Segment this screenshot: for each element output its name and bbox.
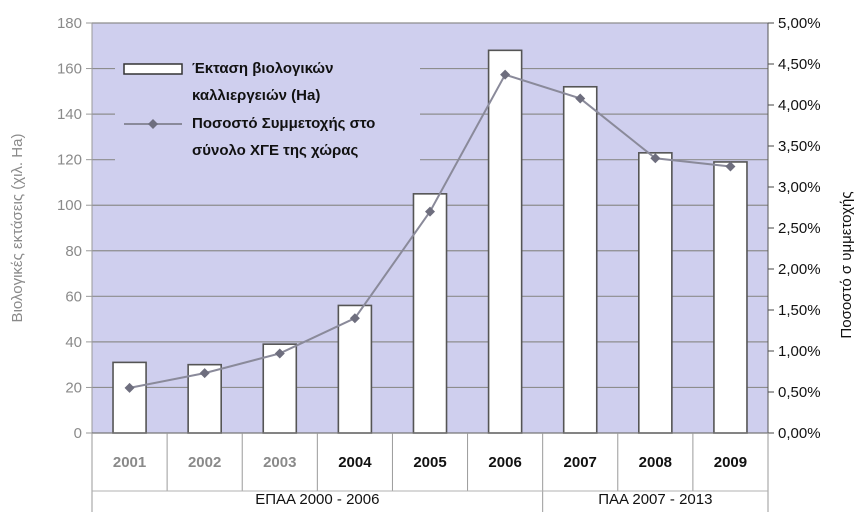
x-tick-label: 2005 [413,454,446,471]
legend-label: καλλιεργειών (Ha) [192,87,320,104]
y2-tick-label: 4,00% [778,97,821,114]
y-tick-label: 40 [65,334,82,351]
y-tick-label: 120 [57,152,82,169]
period-label: ΠΑΑ 2007 - 2013 [598,491,712,508]
line-series [124,69,736,393]
y-axis-title: Βιολογικές εκτάσεις (χιλ. Ha) [9,134,26,323]
x-tick-label: 2008 [639,454,672,471]
legend: Έκταση βιολογικών καλλιεργειών (Ha) Ποσοστ… [115,49,420,186]
y-tick-label: 140 [57,106,82,123]
y-tick-label: 160 [57,61,82,78]
y2-tick-label: 1,50% [778,302,821,319]
line-point [274,348,285,359]
y2-tick-label: 3,00% [778,179,821,196]
y2-tick-label: 5,00% [778,15,821,32]
y2-tick-label: 1,00% [778,343,821,360]
legend-bar-swatch [123,63,183,75]
x-tick-label: 2009 [714,454,747,471]
x-tick-label: 2002 [188,454,221,471]
x-tick-label: 2006 [488,454,521,471]
y2-tick-label: 3,50% [778,138,821,155]
line-point [500,69,511,80]
y-tick-label: 80 [65,243,82,260]
bar [562,85,598,434]
x-tick-label: 2003 [263,454,296,471]
line-point [124,382,135,393]
bar [487,49,523,434]
y2-tick-label: 0,50% [778,384,821,401]
line-point [199,368,210,379]
y2-tick-label: 0,00% [778,425,821,442]
y-tick-label: 100 [57,197,82,214]
bar [112,361,147,434]
line-point [425,206,435,217]
line-point [725,161,736,172]
axes: 0 20 40 60 80 100 120 140 160 180 0,00% 0,50% 1,00% 1… [9,15,855,512]
y2-axis-title: Ποσοστό σ υμμετοχής [838,191,855,338]
x-tick-label: 2001 [113,454,146,471]
period-label: ΕΠΑΑ 2000 - 2006 [255,491,379,508]
y2-tick-label: 2,50% [778,220,821,237]
y-tick-label: 180 [57,15,82,32]
line-point [650,153,661,164]
y2-tick-label: 4,50% [778,56,821,73]
y-tick-label: 60 [65,288,82,305]
legend-label: Ποσοστό Συμμετοχής στο [192,115,375,132]
legend-label: σύνολο ΧΓΕ της χώρας [192,142,358,159]
y-tick-label: 20 [65,379,82,396]
legend-label: Έκταση βιολογικών [192,60,333,77]
x-tick-label: 2007 [564,454,597,471]
legend-line-marker [148,119,158,129]
y-tick-label: 0 [74,425,82,442]
line-point [575,93,586,104]
bar [638,152,673,434]
bar [337,304,373,434]
x-tick-label: 2004 [338,454,372,471]
bar [713,161,748,434]
line-point [349,313,360,324]
y2-tick-label: 2,00% [778,261,821,278]
